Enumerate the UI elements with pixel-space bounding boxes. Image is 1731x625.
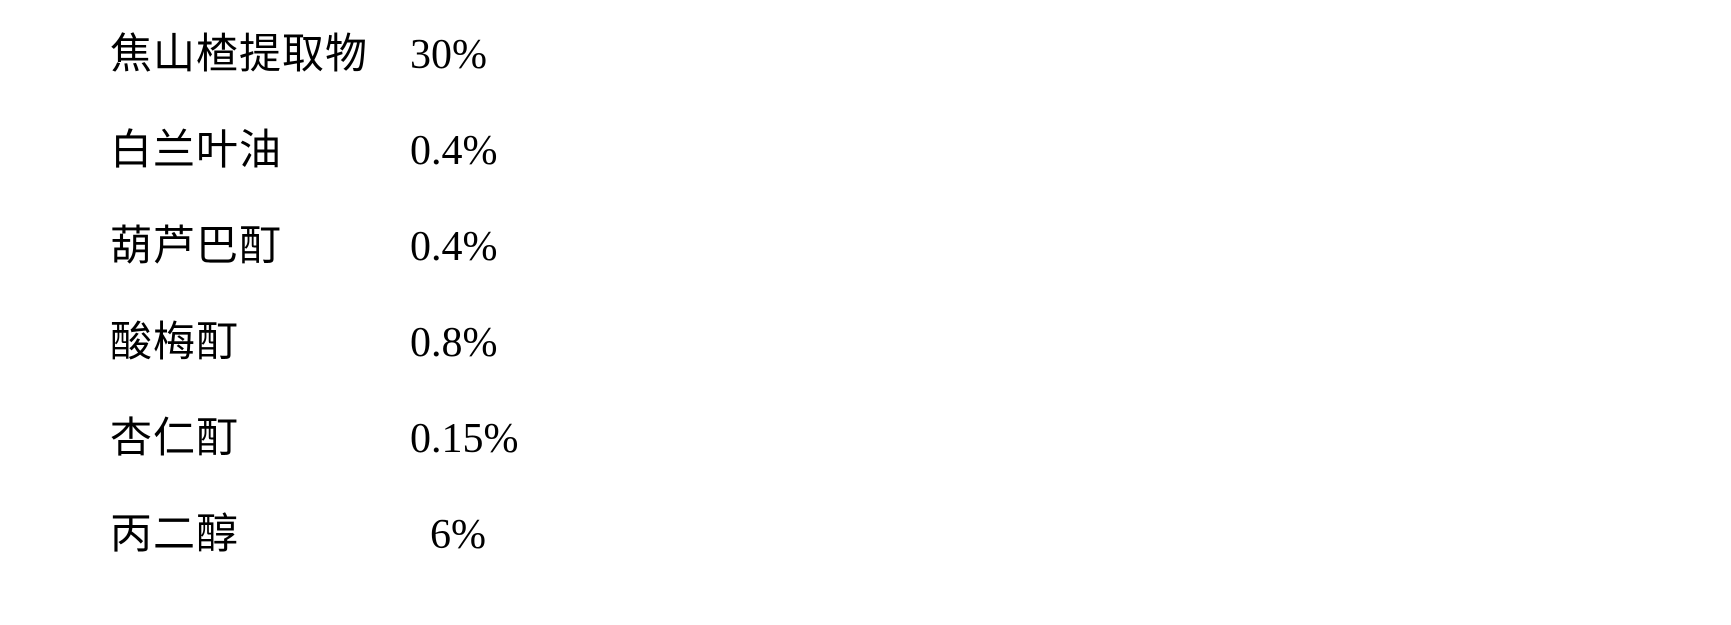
ingredient-value: 0.4% [410, 127, 530, 175]
ingredient-label: 焦山楂提取物 [110, 20, 410, 81]
table-row: 焦山楂提取物 30% [110, 20, 530, 68]
ingredient-label: 杏仁酊 [110, 404, 410, 465]
table-row: 葫芦巴酊 0.4% [110, 212, 530, 260]
ingredient-value: 0.8% [410, 319, 530, 367]
ingredient-label: 白兰叶油 [110, 116, 410, 177]
ingredient-label: 丙二醇 [110, 500, 410, 561]
ingredient-label: 酸梅酊 [110, 308, 410, 369]
ingredient-value: 0.15% [410, 415, 530, 463]
ingredient-value: 6% [410, 511, 530, 559]
ingredients-table: 焦山楂提取物 30% 白兰叶油 0.4% 葫芦巴酊 0.4% 酸梅酊 0.8% … [110, 20, 530, 596]
ingredient-value: 30% [410, 31, 530, 79]
table-row: 酸梅酊 0.8% [110, 308, 530, 356]
table-row: 杏仁酊 0.15% [110, 404, 530, 452]
table-row: 丙二醇 6% [110, 500, 530, 548]
ingredient-value: 0.4% [410, 223, 530, 271]
ingredient-label: 葫芦巴酊 [110, 212, 410, 273]
table-row: 白兰叶油 0.4% [110, 116, 530, 164]
